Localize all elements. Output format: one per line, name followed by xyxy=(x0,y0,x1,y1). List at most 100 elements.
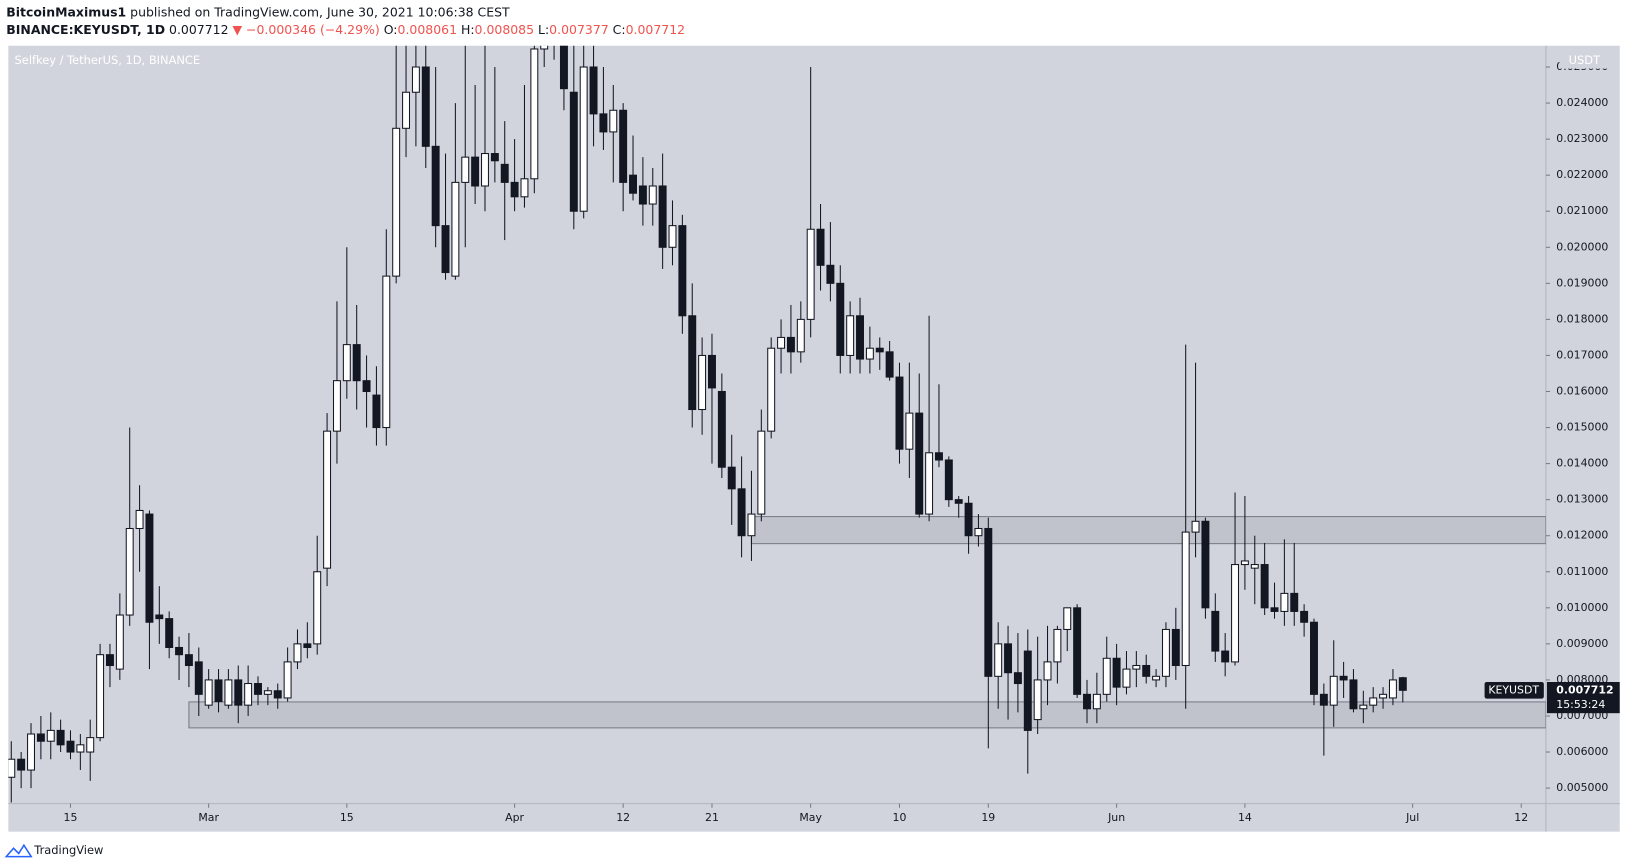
candle-body xyxy=(46,729,55,742)
candle-body xyxy=(1102,657,1111,695)
candle-body xyxy=(273,690,282,699)
candle-body xyxy=(520,178,529,198)
candle-body xyxy=(1083,693,1091,710)
candle-body xyxy=(1063,607,1072,630)
candle-body xyxy=(885,351,894,378)
x-tick-label: 12 xyxy=(616,811,630,824)
candle-body xyxy=(254,683,262,695)
footer-brand: TradingView xyxy=(33,843,103,857)
ohlc-key: L: xyxy=(538,22,549,37)
x-tick-label: 15 xyxy=(340,811,354,824)
y-tick-label: 0.020000 xyxy=(1556,240,1608,253)
candle-body xyxy=(382,275,391,429)
candle-body xyxy=(1171,628,1180,667)
axes: 0.0050000.0060000.0070000.0080000.009000… xyxy=(64,60,1620,824)
candle-body xyxy=(1231,564,1240,663)
candle-body xyxy=(214,679,223,703)
ohlc-value: 0.008085 xyxy=(475,22,535,37)
candle-body xyxy=(392,127,401,277)
y-tick-label: 0.015000 xyxy=(1556,421,1608,434)
x-tick-label: Mar xyxy=(198,811,219,824)
y-tick-label: 0.019000 xyxy=(1556,276,1608,289)
candle-body xyxy=(698,354,707,411)
y-tick-label: 0.013000 xyxy=(1556,493,1608,506)
brand-logo xyxy=(4,843,33,858)
candle-body xyxy=(500,163,509,183)
candle-body xyxy=(579,66,588,212)
y-axis-label: USDT xyxy=(1569,53,1601,67)
candle-body xyxy=(668,225,677,248)
candle-body xyxy=(283,661,292,699)
candle-body xyxy=(865,347,874,360)
candle-body xyxy=(599,113,608,133)
ohlc-key: C: xyxy=(613,22,626,37)
candle-body xyxy=(1201,520,1210,609)
chart-title: Selfkey / TetherUS, 1D, BINANCE xyxy=(15,53,201,67)
change: ▼ −0.000346 (−4.29%) xyxy=(232,22,379,37)
candle-body xyxy=(747,513,756,537)
y-tick-label: 0.012000 xyxy=(1556,529,1608,542)
candle-body xyxy=(1339,675,1348,681)
plot-area xyxy=(8,45,1546,803)
candle-body xyxy=(934,452,943,461)
candle-body xyxy=(66,740,75,753)
candle-body xyxy=(806,228,815,320)
candle-body xyxy=(609,109,618,133)
candle-body xyxy=(135,509,144,530)
y-tick-label: 0.017000 xyxy=(1556,348,1608,361)
candle-body xyxy=(1319,693,1328,706)
candle-body xyxy=(1181,531,1190,667)
candle-body xyxy=(1053,628,1062,663)
x-tick-label: Jul xyxy=(1405,811,1419,824)
last-price-bg xyxy=(1546,681,1620,714)
candle-body xyxy=(1023,650,1032,731)
candle-body xyxy=(1388,679,1397,699)
candle-body xyxy=(895,376,904,450)
candle-body xyxy=(1300,610,1309,623)
candle-body xyxy=(1270,607,1279,612)
candle-body xyxy=(559,45,568,90)
candle-body xyxy=(155,614,164,620)
candle-body xyxy=(313,571,322,645)
candle-body xyxy=(244,683,253,706)
candle-body xyxy=(165,618,174,648)
candle-body xyxy=(678,225,687,317)
candle-body xyxy=(1073,607,1082,695)
y-tick-label: 0.014000 xyxy=(1556,457,1608,470)
y-tick-label: 0.009000 xyxy=(1556,637,1608,650)
x-tick-label: 19 xyxy=(981,811,995,824)
axis-label-bg xyxy=(1559,50,1610,69)
x-tick-label: 15 xyxy=(64,811,78,824)
candle-body xyxy=(984,527,993,677)
x-tick-label: May xyxy=(799,811,822,824)
candle-body xyxy=(954,499,963,504)
candle-body xyxy=(1240,560,1249,566)
candle-body xyxy=(856,315,864,360)
candle-body xyxy=(402,91,411,129)
candle-body xyxy=(816,228,825,266)
candle-body xyxy=(481,153,489,187)
candle-body xyxy=(263,690,272,695)
candle-body xyxy=(638,185,647,205)
ohlc-value: 0.008061 xyxy=(398,22,458,37)
candle-body xyxy=(115,614,124,670)
candle-body xyxy=(323,430,332,569)
ohlc-value: 0.007712 xyxy=(626,22,686,37)
candle-body xyxy=(510,181,519,198)
candle-body xyxy=(786,336,795,353)
ohlc-key: O: xyxy=(384,22,398,37)
candle-body xyxy=(836,282,845,356)
candle-body xyxy=(125,527,134,616)
y-tick-label: 0.022000 xyxy=(1556,168,1608,181)
candle-body xyxy=(717,390,726,468)
zone xyxy=(750,516,1546,545)
candle-body xyxy=(737,488,746,537)
candle-body xyxy=(411,66,420,93)
candle-body xyxy=(105,654,114,667)
candle-body xyxy=(846,315,855,356)
candle-body xyxy=(1152,675,1161,681)
candle-body xyxy=(372,394,381,429)
candle-body xyxy=(76,744,85,753)
x-tick-label: 21 xyxy=(705,811,719,824)
candle-body xyxy=(925,452,934,515)
